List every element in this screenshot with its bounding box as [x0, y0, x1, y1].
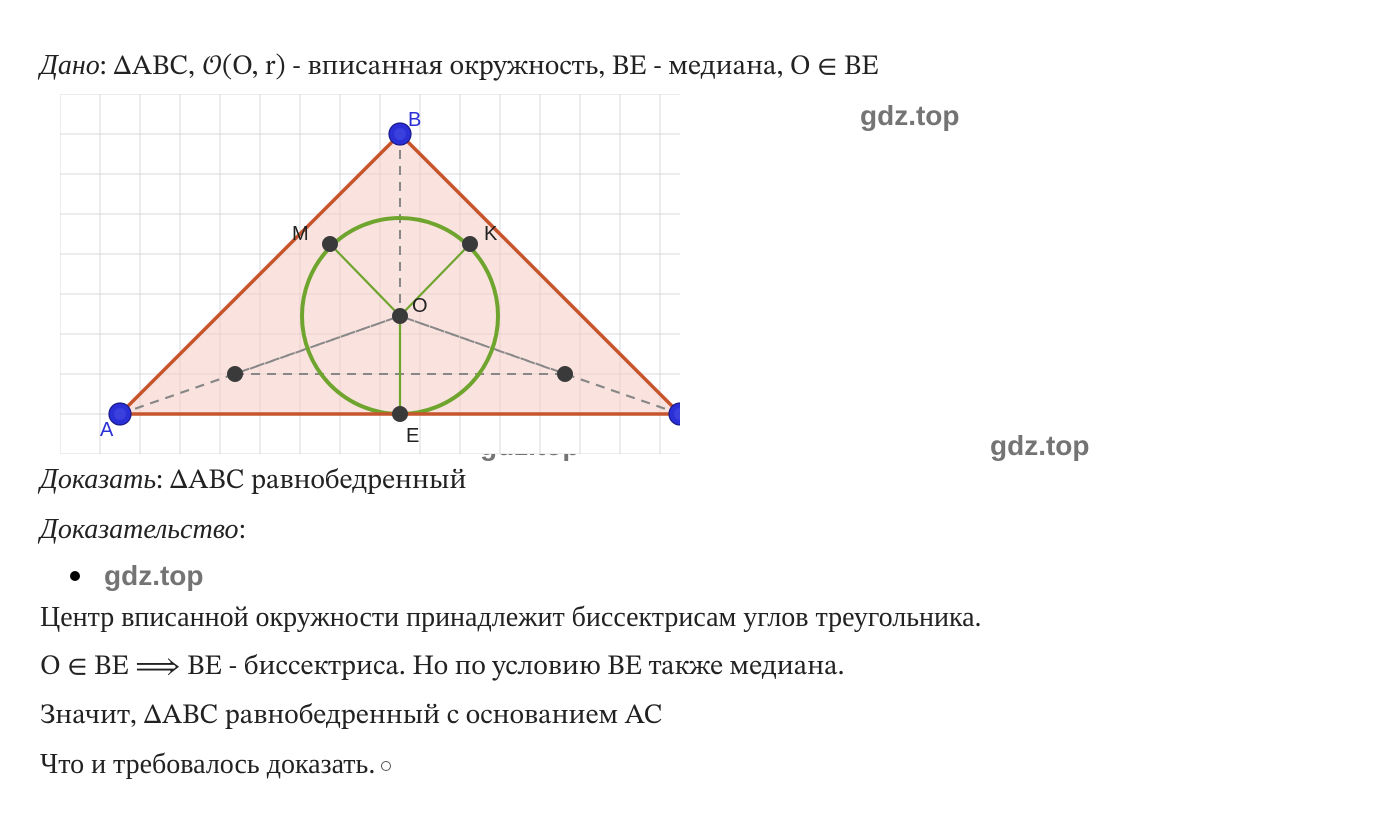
- given-line: Дано: ΔABC, 𝒪(O, r) - вписанная окружнос…: [40, 44, 1360, 90]
- svg-text:B: B: [408, 109, 421, 131]
- proof-label-suffix: :: [238, 514, 246, 545]
- svg-text:M: M: [292, 223, 309, 245]
- given-label: Дано: [40, 50, 100, 81]
- watermark: gdz.top: [860, 100, 960, 132]
- proof-line-2: O ∈ BE ⟹ BE - биссектриса. Но по условию…: [40, 645, 1360, 690]
- prove-line: Доказать: ΔABC равнобедренный: [40, 458, 1360, 504]
- bullet-row: gdz.top: [40, 560, 1360, 592]
- bullet-icon: [70, 571, 80, 581]
- watermark: gdz.top: [104, 560, 204, 592]
- proof-heading: Доказательство:: [40, 508, 1360, 553]
- proof-line-4-text: Что и требовалось доказать.: [40, 749, 375, 780]
- triangle-diagram: ABCMKOE: [60, 94, 680, 454]
- prove-text: : ΔABC равнобедренный: [156, 467, 466, 495]
- given-text: : ΔABC, 𝒪(O, r) - вписанная окружность, …: [100, 53, 879, 81]
- proof-line-4: Что и требовалось доказать.: [40, 743, 1360, 788]
- diagram-container: ABCMKOE: [60, 94, 680, 454]
- svg-text:A: A: [100, 419, 114, 441]
- proof-line-1: Центр вписанной окружности принадлежит б…: [40, 596, 1360, 641]
- svg-text:E: E: [406, 425, 419, 447]
- proof-line-3: Значит, ΔABC равнобедренный с основанием…: [40, 694, 1360, 739]
- qed-icon: [381, 761, 391, 771]
- svg-text:K: K: [484, 223, 498, 245]
- prove-label: Доказать: [40, 464, 156, 495]
- svg-text:O: O: [412, 295, 428, 317]
- proof-label: Доказательство: [40, 514, 238, 545]
